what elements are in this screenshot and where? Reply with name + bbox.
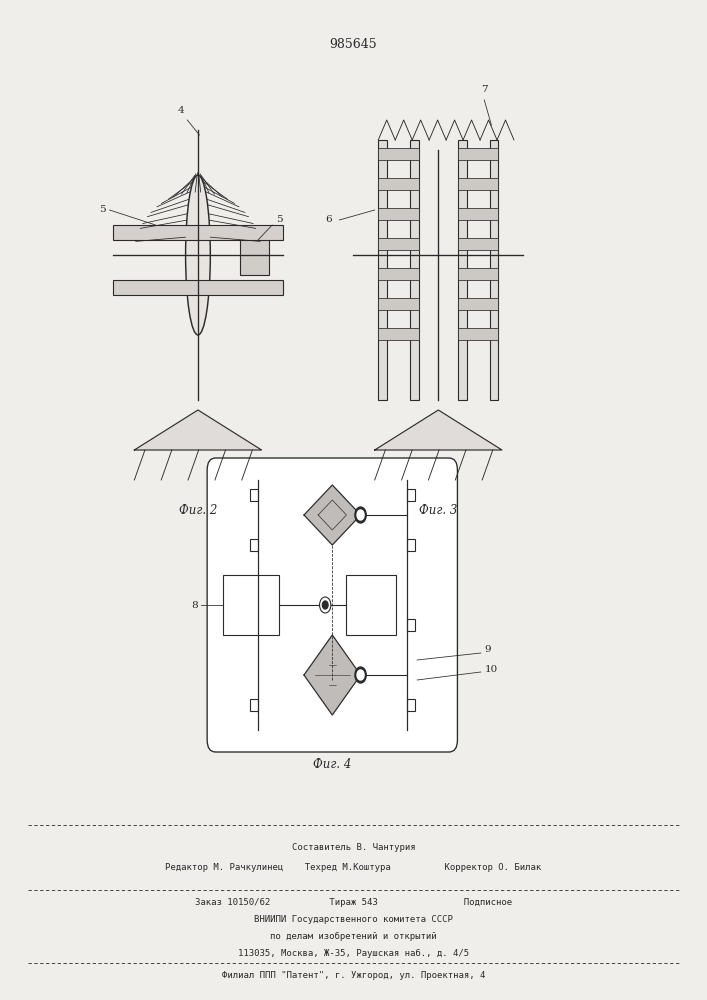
- Polygon shape: [375, 410, 502, 450]
- Bar: [458, 140, 467, 400]
- Text: 985645: 985645: [329, 38, 378, 51]
- Bar: [250, 539, 258, 551]
- Text: 7: 7: [481, 86, 487, 95]
- Text: Заказ 10150/62           Тираж 543                Подписное: Заказ 10150/62 Тираж 543 Подписное: [195, 898, 512, 907]
- Bar: [407, 539, 415, 551]
- Circle shape: [355, 507, 366, 523]
- Text: Редактор М. Рачкулинец    Техред М.Коштура          Корректор О. Билак: Редактор М. Рачкулинец Техред М.Коштура …: [165, 863, 542, 872]
- Bar: [113, 225, 283, 240]
- Text: 10: 10: [484, 666, 498, 674]
- Bar: [458, 298, 498, 310]
- Bar: [378, 148, 419, 160]
- Bar: [378, 238, 419, 250]
- Text: Фиг. 3: Фиг. 3: [419, 504, 457, 516]
- FancyBboxPatch shape: [207, 458, 457, 752]
- Text: Фиг. 2: Фиг. 2: [179, 504, 217, 516]
- Text: Фиг. 4: Фиг. 4: [313, 758, 351, 772]
- Bar: [490, 140, 498, 400]
- Bar: [458, 148, 498, 160]
- Bar: [250, 699, 258, 711]
- Text: по делам изобретений и открытий: по делам изобретений и открытий: [270, 932, 437, 941]
- Bar: [458, 208, 498, 220]
- Bar: [378, 268, 419, 280]
- Text: 6: 6: [326, 216, 332, 225]
- Bar: [378, 140, 387, 400]
- Bar: [378, 178, 419, 190]
- Circle shape: [357, 670, 364, 680]
- Bar: [378, 208, 419, 220]
- Circle shape: [322, 601, 328, 609]
- Text: 113035, Москва, Ж-35, Раушская наб., д. 4/5: 113035, Москва, Ж-35, Раушская наб., д. …: [238, 949, 469, 958]
- Bar: [458, 268, 498, 280]
- Circle shape: [357, 510, 364, 520]
- Polygon shape: [304, 635, 361, 715]
- Text: 4: 4: [177, 106, 184, 115]
- Bar: [113, 280, 283, 295]
- Bar: [458, 238, 498, 250]
- Bar: [458, 328, 498, 340]
- Text: 5: 5: [100, 206, 106, 215]
- Bar: [223, 575, 279, 635]
- Polygon shape: [304, 485, 361, 545]
- Bar: [458, 178, 498, 190]
- Circle shape: [355, 667, 366, 683]
- Text: 9: 9: [484, 646, 491, 654]
- Bar: [378, 328, 419, 340]
- Bar: [240, 235, 269, 275]
- Text: ВНИИПИ Государственного комитета СССР: ВНИИПИ Государственного комитета СССР: [254, 915, 453, 924]
- Bar: [378, 298, 419, 310]
- Polygon shape: [134, 410, 262, 450]
- Bar: [407, 699, 415, 711]
- Bar: [407, 489, 415, 501]
- Text: Филиал ППП "Патент", г. Ужгород, ул. Проектная, 4: Филиал ППП "Патент", г. Ужгород, ул. Про…: [222, 971, 485, 980]
- Bar: [250, 619, 258, 631]
- Bar: [407, 619, 415, 631]
- Bar: [346, 575, 396, 635]
- Text: 5: 5: [276, 216, 282, 225]
- Bar: [250, 489, 258, 501]
- Ellipse shape: [185, 175, 211, 335]
- Circle shape: [320, 597, 331, 613]
- Text: Составитель В. Чантурия: Составитель В. Чантурия: [292, 843, 415, 852]
- Bar: [410, 140, 419, 400]
- Text: 8: 8: [192, 600, 198, 609]
